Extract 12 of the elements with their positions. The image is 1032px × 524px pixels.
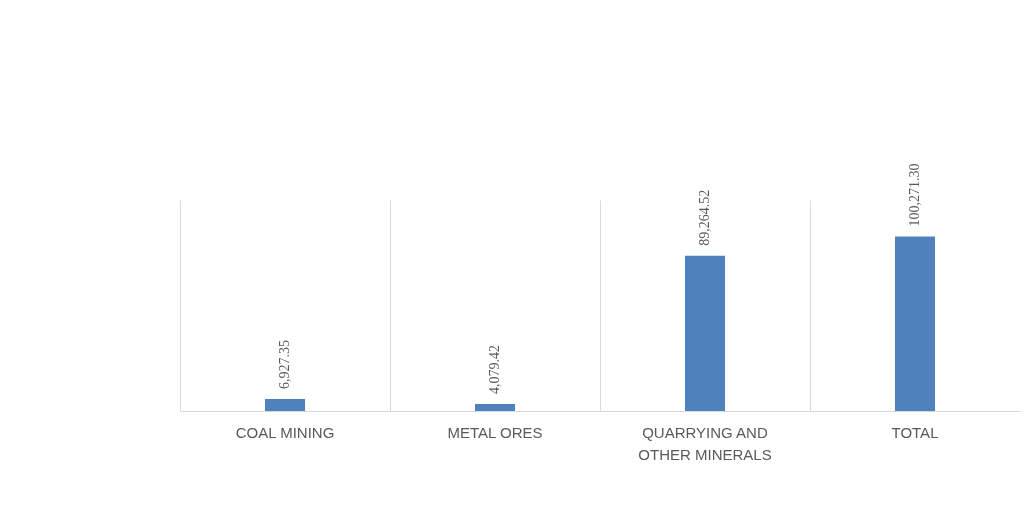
data-label: 4,079.42	[487, 344, 502, 394]
x-tick-label: TOTAL	[891, 423, 939, 441]
bar	[895, 236, 935, 411]
data-label: 6,927.35	[277, 339, 292, 389]
bar	[475, 403, 515, 411]
x-tick-label: QUARRYING AND OTHER MINERALS	[638, 423, 772, 463]
data-label: 89,264.52	[697, 189, 712, 246]
bar	[685, 255, 725, 411]
x-tick-label: METAL ORES	[447, 423, 543, 441]
x-tick-label: COAL MINING	[235, 423, 335, 441]
data-label: 100,271.30	[907, 163, 922, 227]
bar	[265, 398, 305, 411]
